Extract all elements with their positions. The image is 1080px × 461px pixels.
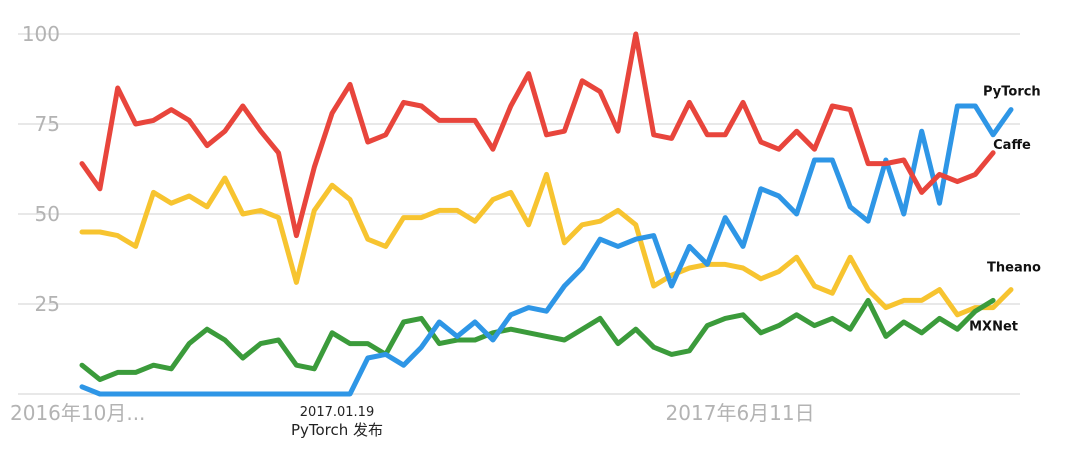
y-axis-ticks: 100 75 50 25	[22, 22, 60, 316]
release-annotation: 2017.01.19 PyTorch 发布	[291, 405, 383, 439]
series-end-labels: Caffe PyTorch Theano MXNet	[969, 85, 1041, 335]
series-label-theano: Theano	[987, 261, 1041, 276]
series-label-pytorch: PyTorch	[983, 85, 1041, 100]
series-lines	[79, 31, 1014, 397]
x-tick-label: 2017年6月11日	[666, 401, 815, 425]
y-tick-label: 75	[35, 112, 60, 136]
x-axis-ticks: 2016年10月... 2017年6月11日	[10, 401, 815, 425]
y-tick-label: 50	[35, 202, 60, 226]
series-mxnet	[79, 297, 996, 383]
series-caffe	[79, 31, 996, 239]
annotation-text: PyTorch 发布	[291, 421, 383, 439]
annotation-date: 2017.01.19	[300, 405, 374, 420]
series-label-mxnet: MXNet	[969, 319, 1018, 334]
y-tick-label: 25	[35, 292, 60, 316]
series-label-caffe: Caffe	[993, 138, 1031, 153]
x-tick-label: 2016年10月...	[10, 401, 145, 425]
series-pytorch	[79, 103, 1014, 397]
series-theano	[79, 171, 1014, 318]
y-tick-label: 100	[22, 22, 60, 46]
